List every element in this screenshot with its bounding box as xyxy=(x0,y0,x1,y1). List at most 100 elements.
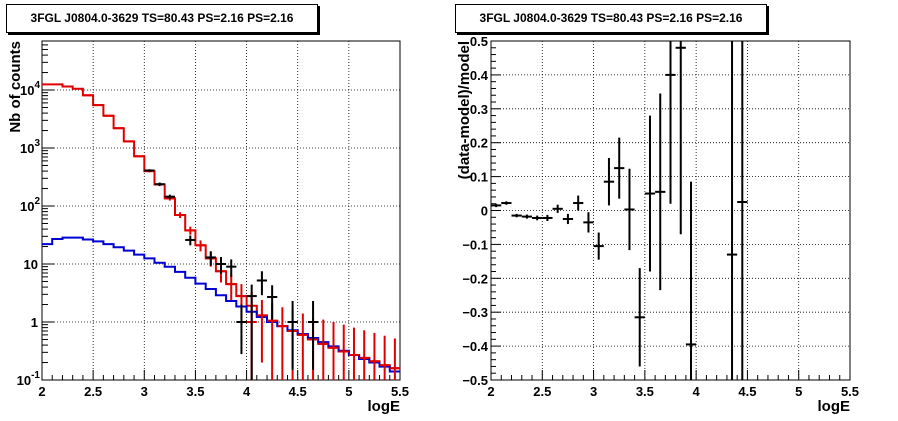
x-tick-label: 2.5 xyxy=(533,384,551,399)
data-point xyxy=(164,194,175,199)
data-point xyxy=(521,214,533,219)
model-point xyxy=(348,327,360,380)
model-point xyxy=(134,155,145,158)
y-tick-label: 1 xyxy=(31,315,38,330)
counts-panel-title: 3FGL J0804.0-3629 TS=80.43 PS=2.16 PS=2.… xyxy=(6,4,318,33)
y-tick-label: −0.3 xyxy=(462,305,488,320)
y-tick-label: 103 xyxy=(20,138,40,156)
model-point xyxy=(256,299,268,363)
data-point xyxy=(737,41,748,380)
model-point xyxy=(103,114,114,117)
y-tick-label: 104 xyxy=(20,80,40,98)
x-tick-label: 4 xyxy=(243,384,251,399)
data-point xyxy=(562,213,574,225)
model-point xyxy=(277,307,288,380)
y-axis-label: (data-model)/model xyxy=(456,41,473,179)
data-point xyxy=(511,213,522,218)
model-point xyxy=(338,324,349,380)
data-point xyxy=(185,235,196,246)
data-point xyxy=(215,257,227,274)
data-point xyxy=(144,169,155,172)
x-tick-label: 2.5 xyxy=(84,384,102,399)
model-point xyxy=(195,240,206,252)
residual-panel-title: 3FGL J0804.0-3629 TS=80.43 PS=2.16 PS=2.… xyxy=(455,4,767,33)
data-point xyxy=(552,204,563,213)
data-point xyxy=(685,181,697,380)
data-point xyxy=(491,203,502,208)
x-tick-label: 3.5 xyxy=(186,384,204,399)
x-tick-label: 2 xyxy=(38,384,45,399)
x-tick-label: 3 xyxy=(141,384,148,399)
data-point xyxy=(726,41,738,380)
data-point xyxy=(246,284,257,380)
y-tick-label: −0.2 xyxy=(462,271,488,286)
y-tick-label: 0 xyxy=(481,204,488,219)
data-point xyxy=(644,115,656,272)
y-tick-label: 0.3 xyxy=(470,102,488,117)
y-tick-label: −0.1 xyxy=(462,237,488,252)
data-point xyxy=(542,214,553,222)
data-point xyxy=(583,212,594,233)
y-tick-label: 0.4 xyxy=(470,68,489,83)
data-point xyxy=(573,195,584,211)
model-point xyxy=(297,313,308,380)
model-background-histogram xyxy=(42,236,400,373)
x-tick-label: 2 xyxy=(487,384,494,399)
y-tick-label: 0.5 xyxy=(470,34,488,49)
model-point xyxy=(93,104,104,107)
x-tick-label: 3 xyxy=(590,384,597,399)
y-tick-label: −0.4 xyxy=(462,339,488,354)
x-tick-label: 5.5 xyxy=(391,384,409,399)
x-tick-label: 5 xyxy=(345,384,352,399)
data-point xyxy=(614,137,625,199)
y-axis-label: Nb of counts xyxy=(7,41,24,133)
model-point xyxy=(389,338,400,380)
model-point xyxy=(82,94,94,97)
x-axis-label: logE xyxy=(368,398,401,415)
data-point xyxy=(307,301,319,370)
data-point xyxy=(501,201,512,205)
x-tick-label: 4.5 xyxy=(738,384,756,399)
data-point xyxy=(532,215,543,221)
x-tick-label: 3.5 xyxy=(636,384,654,399)
model-point xyxy=(328,322,339,380)
data-point xyxy=(236,304,247,355)
data-point xyxy=(256,271,268,296)
data-point xyxy=(226,259,237,277)
x-tick-label: 5.5 xyxy=(841,384,859,399)
data-point xyxy=(205,251,216,266)
x-tick-label: 4 xyxy=(693,384,701,399)
data-point xyxy=(287,301,298,370)
data-point xyxy=(603,157,615,206)
data-point xyxy=(624,168,635,251)
y-tick-label: 0.2 xyxy=(470,136,488,151)
model-point xyxy=(318,319,329,380)
model-point xyxy=(123,140,135,143)
data-point xyxy=(675,41,686,235)
y-tick-label: 10-1 xyxy=(17,370,41,388)
y-tick-label: 102 xyxy=(20,196,40,214)
model-point xyxy=(369,332,380,380)
y-tick-label: 0.1 xyxy=(470,170,488,185)
x-tick-label: 5 xyxy=(795,384,802,399)
model-point xyxy=(226,274,237,300)
model-point xyxy=(113,127,124,130)
y-tick-label: −0.5 xyxy=(462,373,488,388)
data-point xyxy=(665,41,676,204)
data-point xyxy=(593,232,604,260)
plot-frame xyxy=(41,40,401,381)
data-point xyxy=(154,182,165,186)
model-point xyxy=(379,335,390,380)
data-point xyxy=(655,93,666,291)
x-tick-label: 4.5 xyxy=(289,384,307,399)
model-point xyxy=(185,226,196,235)
x-axis-label: logE xyxy=(818,398,851,415)
data-point xyxy=(634,268,645,367)
y-tick-label: 10 xyxy=(24,257,38,272)
model-point xyxy=(174,212,186,219)
data-point xyxy=(267,285,278,320)
model-point xyxy=(359,330,370,380)
